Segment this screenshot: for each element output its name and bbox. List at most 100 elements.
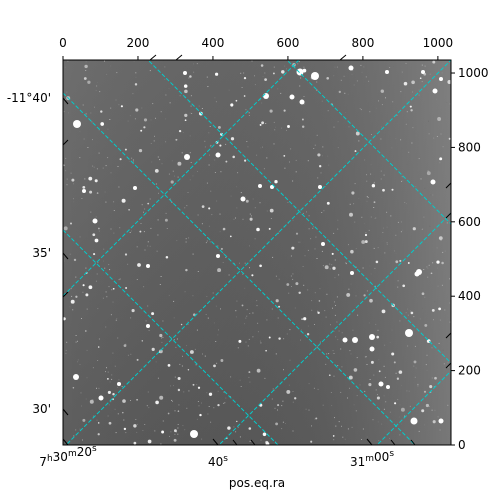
noise-speck [219, 231, 221, 233]
axes: 0 200 400 600 800 1000 0 200 400 600 800 1000 7h30m2… [7, 36, 489, 490]
star [371, 184, 376, 188]
noise-speck [383, 395, 385, 397]
star [286, 283, 290, 286]
noise-speck [314, 324, 315, 325]
star [269, 109, 273, 113]
noise-speck [360, 109, 362, 111]
noise-speck [362, 428, 364, 430]
star [306, 332, 310, 336]
grid-line [286, 60, 451, 225]
noise-speck [135, 419, 137, 420]
noise-speck [248, 112, 250, 114]
noise-speck [210, 421, 212, 423]
noise-speck [111, 289, 113, 291]
noise-speck [217, 334, 219, 336]
star [394, 402, 397, 405]
star [295, 282, 299, 286]
noise-speck [115, 319, 117, 321]
noise-speck [366, 436, 368, 438]
noise-speck [174, 376, 176, 378]
right-tick-label: 800 [458, 140, 481, 154]
noise-speck [107, 371, 109, 373]
noise-speck [164, 66, 166, 68]
noise-speck [421, 307, 423, 309]
noise-speck [381, 126, 382, 128]
noise-speck [295, 171, 297, 173]
noise-speck [408, 151, 410, 153]
noise-speck [325, 316, 327, 318]
noise-speck [252, 198, 254, 200]
noise-speck [236, 207, 238, 209]
noise-speck [439, 297, 441, 299]
noise-speck [303, 66, 305, 68]
noise-speck [188, 390, 190, 392]
bright-star [183, 71, 187, 75]
noise-speck [108, 286, 110, 288]
noise-speck [389, 67, 391, 68]
noise-speck [355, 266, 357, 268]
grid-line [218, 212, 451, 445]
star [368, 383, 372, 387]
noise-speck [333, 353, 335, 354]
noise-speck [292, 430, 294, 432]
noise-speck [328, 353, 330, 355]
plot-frame [62, 59, 452, 446]
noise-speck [368, 322, 370, 324]
noise-speck [412, 91, 414, 93]
noise-speck [91, 121, 93, 123]
noise-speck [348, 244, 349, 246]
star [112, 392, 115, 396]
ra-tick-label: 40s [208, 454, 228, 469]
noise-speck [299, 241, 301, 243]
noise-speck [277, 409, 278, 411]
ra-bottom-tick [410, 439, 416, 446]
bright-star [146, 324, 150, 328]
noise-speck [401, 180, 402, 182]
noise-speck [389, 437, 390, 439]
noise-speck [257, 322, 259, 324]
noise-speck [392, 101, 394, 103]
noise-speck [355, 295, 357, 297]
noise-speck [340, 348, 342, 350]
noise-speck [162, 320, 164, 322]
noise-speck [237, 426, 239, 428]
noise-speck [259, 99, 261, 101]
noise-speck [327, 110, 329, 112]
noise-speck [190, 162, 192, 163]
noise-speck [273, 66, 275, 68]
star [177, 410, 180, 412]
noise-speck [176, 240, 178, 242]
noise-speck [349, 387, 350, 389]
noise-speck [210, 144, 212, 146]
noise-speck [281, 405, 283, 407]
noise-speck [170, 431, 172, 433]
noise-speck [125, 432, 127, 434]
noise-speck [216, 362, 218, 364]
noise-speck [373, 181, 375, 183]
star [425, 403, 429, 408]
bright-star [321, 242, 325, 246]
noise-speck [214, 159, 216, 161]
noise-speck [192, 253, 194, 255]
noise-speck [92, 139, 93, 141]
noise-speck [102, 167, 104, 169]
bright-star [190, 430, 198, 438]
noise-speck [107, 415, 109, 417]
noise-speck [366, 174, 367, 176]
top-tick-label: 600 [276, 36, 299, 50]
noise-speck [233, 218, 235, 220]
noise-speck [373, 374, 375, 376]
noise-speck [374, 267, 376, 269]
noise-speck [117, 387, 119, 388]
noise-speck [223, 391, 225, 393]
bright-star [263, 93, 269, 99]
noise-speck [427, 276, 429, 278]
noise-speck [355, 248, 357, 250]
star [183, 84, 188, 88]
star [294, 397, 297, 400]
noise-speck [184, 207, 186, 209]
noise-speck [175, 346, 177, 348]
noise-speck [256, 154, 258, 156]
noise-speck [244, 323, 245, 325]
noise-speck [289, 329, 291, 331]
